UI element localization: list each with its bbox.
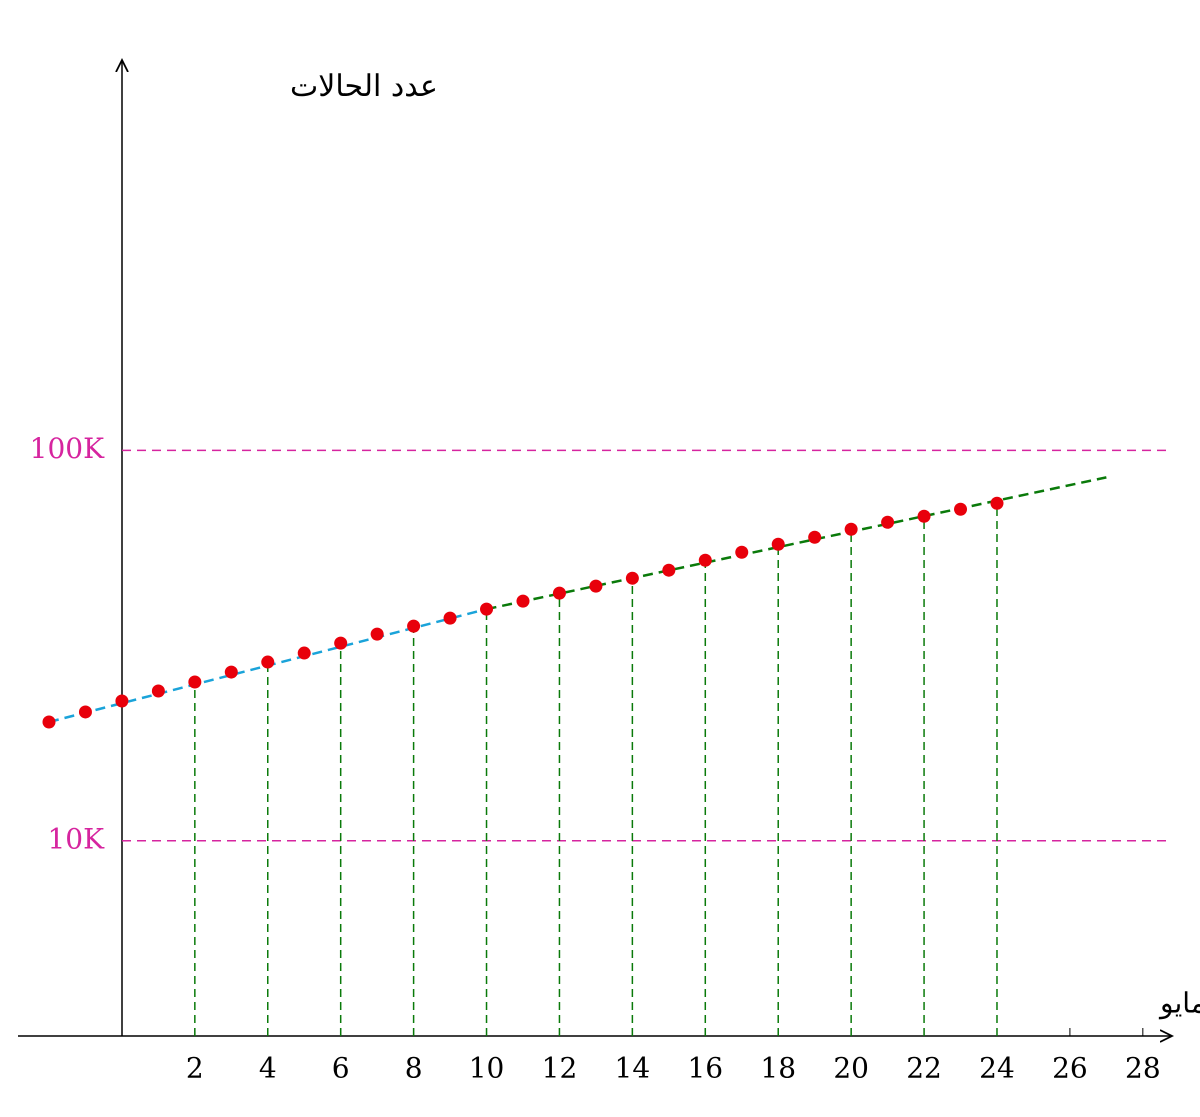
data-point [480, 602, 494, 616]
x-axis-title: مايو [1158, 987, 1200, 1020]
data-point [443, 611, 457, 625]
trend-line [486, 476, 1107, 611]
x-tick-label: 16 [687, 1052, 723, 1085]
x-tick-label: 14 [615, 1052, 651, 1085]
data-point [954, 502, 968, 516]
x-tick-label: 26 [1052, 1052, 1088, 1085]
data-point [370, 627, 384, 641]
data-point [990, 496, 1004, 510]
data-point [261, 655, 275, 669]
data-point [42, 715, 56, 729]
data-point [771, 537, 785, 551]
x-tick-label: 22 [906, 1052, 942, 1085]
data-point [552, 586, 566, 600]
data-point [808, 530, 822, 544]
data-point [698, 553, 712, 567]
data-point [844, 522, 858, 536]
data-point [407, 619, 421, 633]
data-point [516, 594, 530, 608]
y-tick-label: 100K [30, 432, 105, 465]
x-tick-label: 12 [542, 1052, 578, 1085]
x-tick-label: 24 [979, 1052, 1015, 1085]
x-tick-label: 28 [1125, 1052, 1161, 1085]
x-tick-label: 2 [186, 1052, 204, 1085]
data-point [115, 694, 129, 708]
x-tick-label: 4 [259, 1052, 277, 1085]
x-tick-label: 10 [469, 1052, 505, 1085]
x-tick-label: 6 [332, 1052, 350, 1085]
data-point [297, 646, 311, 660]
x-tick-label: 8 [405, 1052, 423, 1085]
data-point [662, 563, 676, 577]
data-point [151, 684, 165, 698]
data-point [78, 705, 92, 719]
data-point [625, 571, 639, 585]
y-axis-title: عدد الحالات [290, 69, 438, 104]
y-tick-label: 10K [47, 822, 105, 855]
data-point [881, 515, 895, 529]
x-tick-label: 18 [760, 1052, 796, 1085]
x-tick-label: 20 [833, 1052, 869, 1085]
data-point [589, 579, 603, 593]
data-point [334, 636, 348, 650]
data-point [735, 545, 749, 559]
data-point [188, 675, 202, 689]
data-point [224, 665, 238, 679]
data-point [917, 509, 931, 523]
